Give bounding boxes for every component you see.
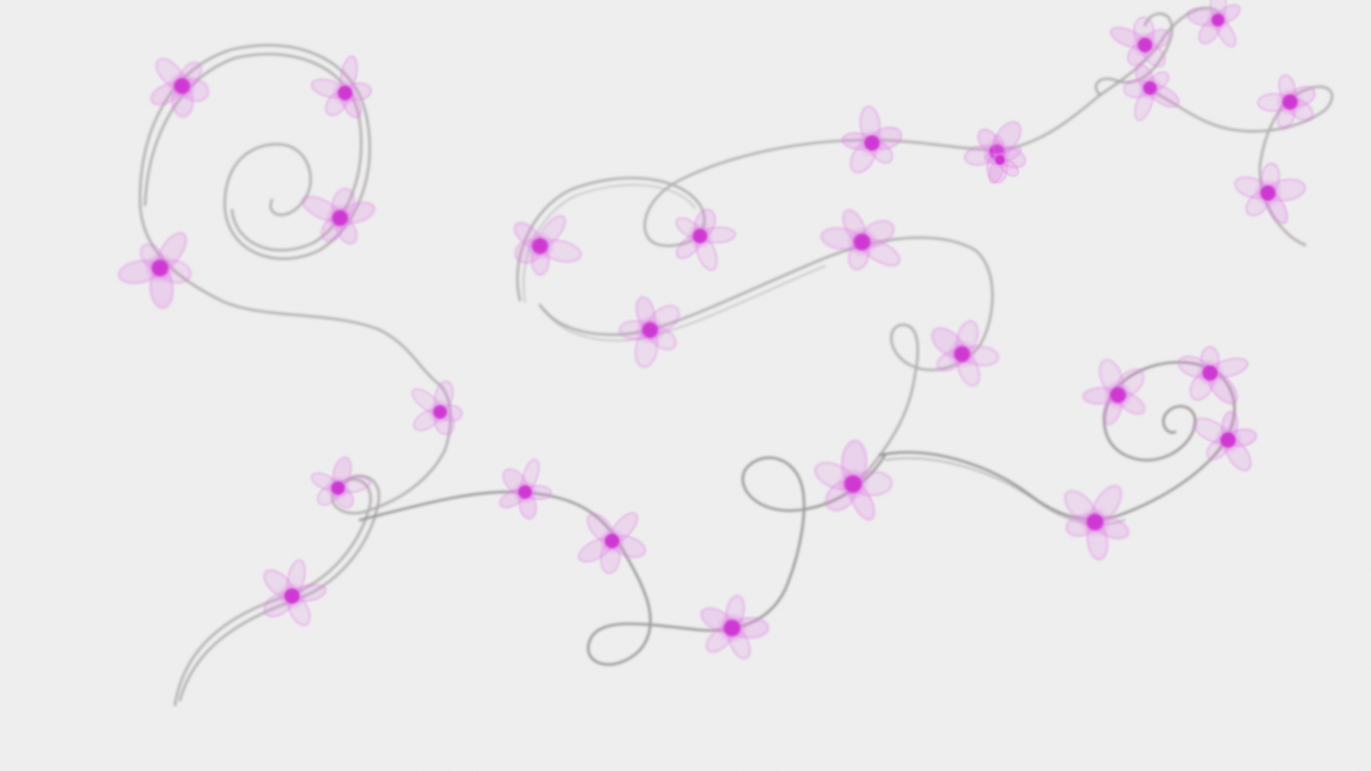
flower <box>1082 359 1146 426</box>
flower <box>577 512 646 575</box>
flower-center <box>174 78 190 94</box>
flower <box>411 380 463 435</box>
flower-center <box>853 233 871 251</box>
flower-center <box>844 475 862 493</box>
vine-stroke <box>358 453 887 666</box>
flower-center <box>284 588 300 604</box>
flower <box>1186 0 1241 48</box>
flower <box>820 209 901 271</box>
flower <box>841 105 903 174</box>
flower-center <box>1137 37 1153 53</box>
flower <box>301 187 376 245</box>
flower-center <box>337 85 353 101</box>
vine-stroke <box>516 6 1222 302</box>
flower <box>150 58 210 118</box>
flower <box>118 232 192 309</box>
flower-center <box>1202 365 1218 381</box>
flower-center <box>723 619 741 637</box>
flower-center <box>1211 13 1225 27</box>
flower <box>675 208 737 271</box>
flower-center <box>1110 387 1126 403</box>
flower-center <box>1086 513 1104 531</box>
flower-center <box>331 481 345 495</box>
flower <box>1257 74 1316 130</box>
flower-center <box>1260 185 1276 201</box>
flower-center <box>604 533 620 549</box>
flower <box>700 594 770 660</box>
flower-center <box>532 238 548 254</box>
flower-group <box>118 0 1316 660</box>
flower-center <box>1143 81 1157 95</box>
flower <box>1123 63 1180 121</box>
flower-center <box>642 322 658 338</box>
flower-center <box>995 155 1005 165</box>
flower <box>499 458 552 520</box>
flower-center <box>864 135 880 151</box>
flower-center <box>1220 432 1236 448</box>
flower <box>263 559 327 626</box>
flower <box>814 439 893 521</box>
flower <box>618 296 680 368</box>
flower <box>513 215 582 276</box>
flower <box>310 55 372 119</box>
flower <box>984 134 1022 184</box>
flower <box>1234 162 1306 225</box>
flower <box>931 320 1000 387</box>
flower-center <box>332 210 348 226</box>
flower-center <box>518 485 532 499</box>
flower-center <box>954 346 970 362</box>
flower <box>1064 484 1130 561</box>
flower-center <box>1282 94 1298 110</box>
flower <box>310 456 372 509</box>
flower-center <box>692 228 708 244</box>
flower <box>1109 16 1171 68</box>
flower <box>1177 346 1249 405</box>
flower <box>1193 411 1257 472</box>
flower-center <box>433 405 447 419</box>
flower-center <box>151 259 169 277</box>
